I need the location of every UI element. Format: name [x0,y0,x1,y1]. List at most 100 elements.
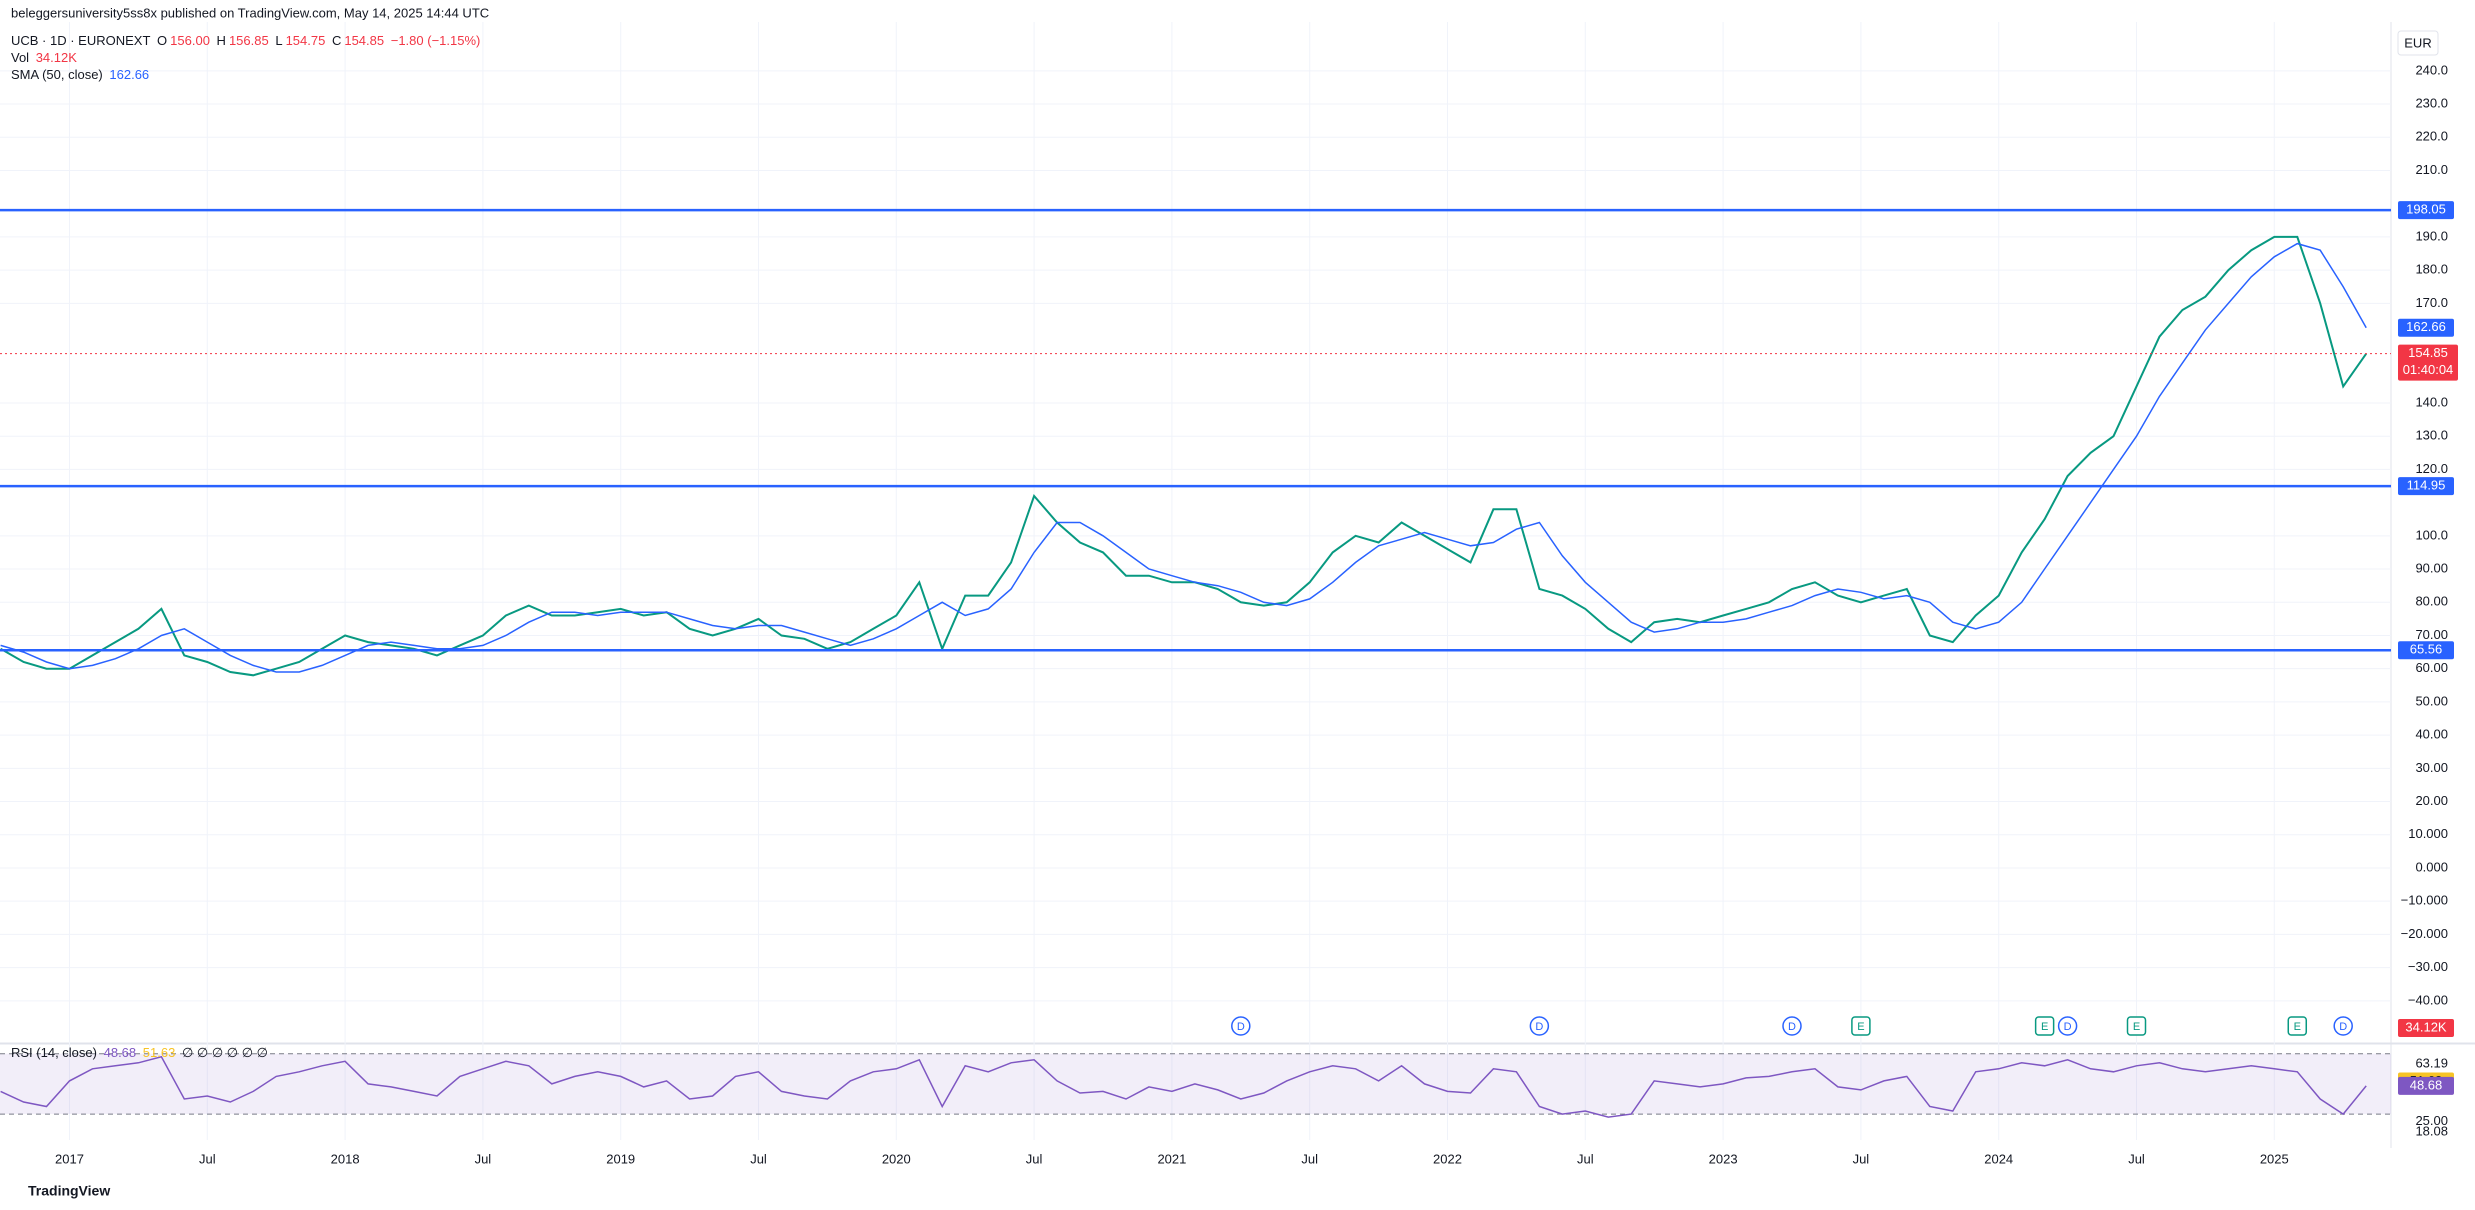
rsi-title: RSI (14, close) [11,1045,97,1060]
x-tick-label: 2025 [2260,1151,2289,1166]
price-label-box [2398,344,2458,381]
event-marker[interactable] [1851,1016,1871,1036]
y-tick-label: 50.00 [2415,693,2448,708]
level-label: 114.95 [2407,478,2446,493]
legend-volume: Vol 34.12K [11,50,80,65]
rsi-label: 48.68 [2410,1077,2443,1092]
y-tick-label: 20.00 [2415,793,2448,808]
legend-main: UCB · 1D · EURONEXT O 156.00 H 156.85 L 154… [11,33,483,48]
sma-label: 162.66 [2406,319,2446,334]
ohlc-value: 156.85 [228,33,269,48]
level-label: 65.56 [2410,642,2443,657]
event-label[interactable]: D [1237,1021,1245,1033]
rsi-label-box [2398,1076,2454,1095]
y-tick-label: 60.00 [2415,660,2448,675]
legend-rsi: RSI (14, close) 48.68 51.63 ∅ ∅ ∅ ∅ ∅ ∅ [11,1045,271,1061]
y-tick-label: 120.0 [2415,461,2448,476]
volume-label-box [2398,1019,2454,1037]
x-tick-label: 2024 [1984,1151,2013,1166]
rsi-tick-label: 63.19 [2415,1055,2448,1070]
legend-sma: SMA (50, close) 162.66 [11,67,152,82]
event-marker[interactable] [2126,1016,2147,1036]
ohlc-key: H [216,33,226,48]
x-tick-label: Jul [1301,1151,1318,1166]
x-tick-label: Jul [2128,1151,2145,1166]
level-label: 198.05 [2406,202,2446,217]
sma-title: SMA (50, close) [11,67,103,82]
price-line [0,235,2368,677]
ohlc-key: L [275,33,283,48]
event-marker[interactable] [2287,1016,2308,1036]
x-tick-label: 2019 [606,1151,635,1166]
rsi-placeholders: ∅ ∅ ∅ ∅ ∅ ∅ [181,1045,268,1060]
ohlc-value: 156.00 [170,33,210,48]
y-tick-label: 70.00 [2415,627,2448,642]
y-tick-label: −40.00 [2408,992,2448,1007]
event-label[interactable]: E [1857,1021,1864,1033]
volume-label: 34.12K [2405,1019,2447,1034]
event-marker[interactable] [2057,1016,2078,1036]
sma-value: 162.66 [109,67,150,82]
x-tick-label: Jul [750,1151,767,1166]
y-tick-label: −30.00 [2408,959,2448,974]
ohlc-key: O [157,33,168,48]
currency[interactable]: EUR [2404,35,2431,50]
y-tick-label: 230.0 [2415,95,2448,110]
event-marker[interactable] [2034,1016,2055,1036]
y-tick-label: −10.000 [2401,893,2448,908]
rsi-tick-label: 25.00 [2415,1113,2448,1128]
volume-title: Vol [11,50,30,65]
x-tick-label: 2017 [55,1151,84,1166]
y-tick-label: 140.0 [2415,394,2448,409]
y-tick-label: −20.000 [2401,926,2448,941]
y-tick-label: 190.0 [2415,228,2448,243]
y-tick-label: 0.000 [2415,859,2448,874]
change: −1.80 (−1.15%) [390,33,481,48]
countdown: 01:40:04 [2403,362,2454,377]
event-label[interactable]: E [2294,1021,2301,1033]
event-label[interactable]: E [2133,1021,2140,1033]
rsi-value: 48.68 [103,1045,137,1060]
y-tick-label: 30.00 [2415,760,2448,775]
rsi-tick-label: 18.08 [2415,1123,2448,1138]
event-label[interactable]: D [2064,1021,2072,1033]
ohlc-value: 154.75 [285,33,326,48]
level-label-box [2398,641,2454,660]
x-tick-label: Jul [1853,1151,1870,1166]
event-label[interactable]: D [2339,1021,2347,1033]
price-label: 154.85 [2408,345,2448,360]
event-marker[interactable] [1529,1016,1550,1036]
brand: TradingView [28,1183,110,1199]
event-marker[interactable] [1782,1016,1802,1036]
publisher: beleggersuniversity5ss8x published on Tr… [11,5,489,20]
y-tick-label: 170.0 [2415,295,2448,310]
event-marker[interactable] [1231,1016,1251,1036]
level-label-box [2398,477,2454,496]
x-tick-label: Jul [1026,1151,1043,1166]
y-tick-label: 220.0 [2415,129,2448,144]
x-tick-label: 2021 [1157,1151,1186,1166]
y-tick-label: 130.0 [2415,428,2448,443]
event-marker[interactable] [2333,1016,2353,1036]
x-tick-label: 2023 [1709,1151,1738,1166]
sma-label-box [2398,318,2454,337]
rsi-line [0,1055,2367,1118]
volume-value: 34.12K [35,50,77,65]
y-tick-label: 40.00 [2415,727,2448,742]
ohlc-value: 154.85 [344,33,385,48]
y-tick-label: 100.0 [2415,527,2448,542]
x-tick-label: 2018 [331,1151,360,1166]
y-tick-label: 10.000 [2408,826,2448,841]
y-tick-label: 240.0 [2415,62,2448,77]
x-tick-label: Jul [199,1151,216,1166]
x-tick-label: 2020 [882,1151,911,1166]
currency-box[interactable] [2397,30,2439,56]
level-label-box [2398,201,2454,220]
event-label[interactable]: E [2041,1021,2048,1033]
event-label[interactable]: D [1535,1021,1543,1033]
event-label[interactable]: D [1788,1021,1796,1033]
y-tick-label: 180.0 [2415,262,2448,277]
x-tick-label: Jul [475,1151,492,1166]
